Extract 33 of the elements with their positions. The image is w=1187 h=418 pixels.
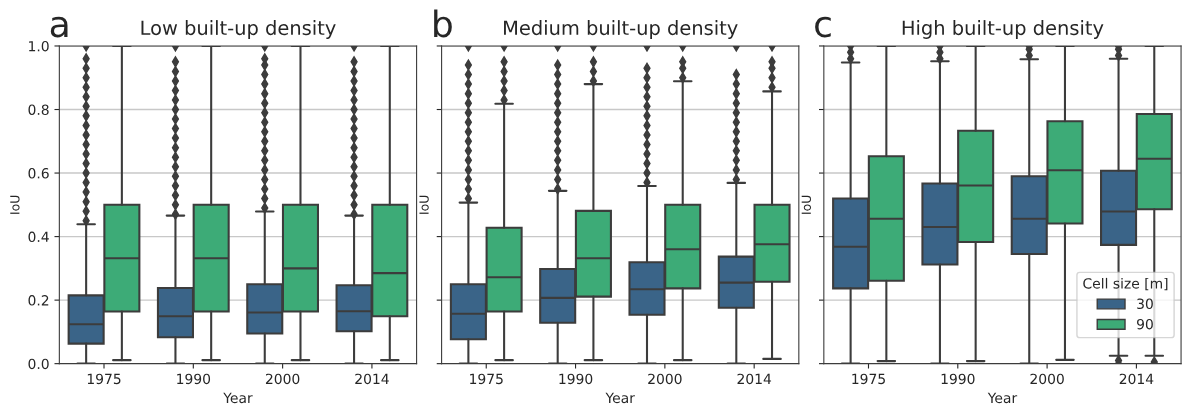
y-axis-title: IoU — [10, 195, 20, 214]
x-tick-label: 2014 — [1119, 373, 1154, 385]
text: c — [815, 16, 831, 38]
x-axis-title: Year — [223, 392, 253, 404]
y-tick-label: 0.8 — [28, 104, 49, 115]
y-axis-title: IoU — [801, 195, 811, 214]
x-tick-label: 1975 — [470, 373, 503, 385]
chart-title: Medium built-up density — [504, 20, 738, 39]
x-axis-title: Year — [987, 392, 1018, 404]
x-tick-label: 1975 — [852, 373, 885, 385]
chart-title: Low built-up density — [141, 20, 336, 39]
x-axis-title: Year — [605, 392, 635, 404]
x-tick-label: 2000 — [648, 373, 682, 385]
text: b — [434, 9, 452, 38]
y-tick-label: 0.0 — [28, 358, 49, 370]
y-tick-label: 0.6 — [28, 168, 49, 179]
y-tick-label: 1.0 — [29, 40, 49, 52]
x-tick-label: 2000 — [1030, 373, 1064, 385]
legend-label: 90 — [1137, 318, 1153, 330]
y-tick-label: 0.4 — [28, 231, 49, 243]
legend-label: 30 — [1137, 298, 1153, 310]
x-tick-label: 1990 — [559, 373, 593, 385]
x-tick-label: 1990 — [177, 373, 211, 385]
chart-title: High built-up density — [902, 20, 1104, 39]
text: a — [50, 16, 68, 38]
y-tick-label: 0.2 — [28, 295, 49, 306]
x-tick-label: 2014 — [355, 373, 389, 385]
x-tick-label: 2000 — [265, 373, 300, 385]
x-tick-label: 2014 — [737, 373, 772, 385]
x-tick-label: 1975 — [87, 373, 121, 385]
legend-title: Cell size [m] — [1083, 277, 1168, 291]
x-tick-label: 1990 — [941, 373, 975, 385]
y-axis-title: IoU — [419, 195, 429, 214]
